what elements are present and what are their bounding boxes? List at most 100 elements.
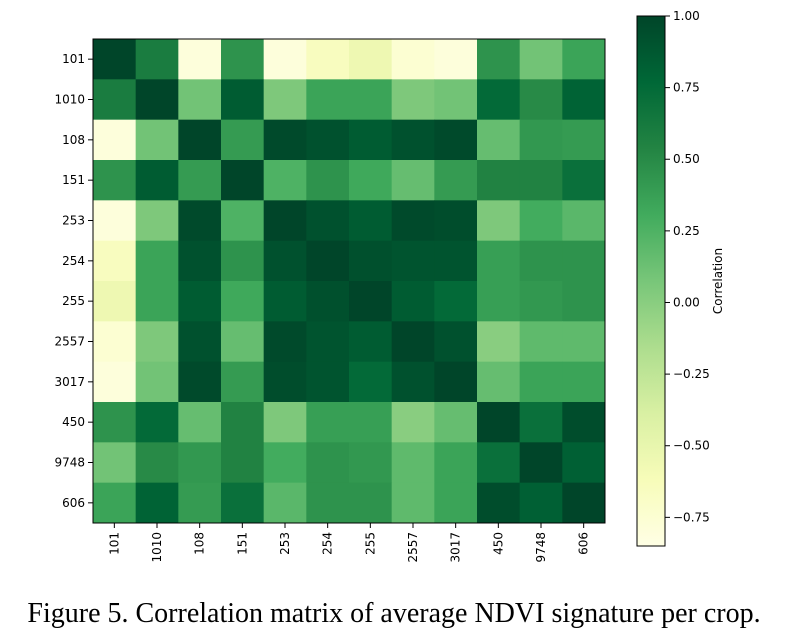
- heatmap-cell-1010-9748: [519, 79, 563, 121]
- heatmap-cell-450-255: [349, 402, 393, 443]
- heatmap-cell-254-1010: [135, 240, 179, 282]
- heatmap-cell-101-9748: [519, 39, 563, 80]
- x-tick-label: 254: [321, 532, 335, 555]
- heatmap-cell-151-2557: [391, 160, 435, 201]
- heatmap-cell-108-450: [477, 119, 521, 161]
- heatmap-cell-9748-151: [221, 442, 265, 484]
- heatmap-cell-253-253: [263, 200, 307, 242]
- heatmap-cell-255-2557: [391, 281, 435, 322]
- heatmap-cell-1010-101: [93, 79, 137, 121]
- heatmap-cell-151-253: [263, 160, 307, 201]
- y-axis-ticks: 101 1010 108 151 253 254 255 2557 3017 450 9748 606: [54, 52, 93, 510]
- heatmap-cell-9748-9748: [519, 442, 563, 484]
- heatmap-cell-1010-450: [477, 79, 521, 121]
- y-tick-label: 2557: [54, 335, 85, 349]
- heatmap-cell-108-254: [306, 119, 350, 161]
- heatmap-cell-9748-108: [178, 442, 222, 484]
- heatmap-cell-9748-1010: [135, 442, 179, 484]
- heatmap-cell-253-3017: [434, 200, 478, 242]
- y-tick-label: 3017: [54, 375, 85, 389]
- colorbar-tick-label: 0.75: [673, 81, 700, 95]
- heatmap-cell-9748-253: [263, 442, 307, 484]
- heatmap-cell-254-3017: [434, 240, 478, 282]
- heatmap-cell-3017-151: [221, 361, 265, 403]
- heatmap-cell-2557-255: [349, 321, 393, 363]
- heatmap-cell-2557-108: [178, 321, 222, 363]
- heatmap-cell-254-253: [263, 240, 307, 282]
- x-tick-label: 606: [577, 532, 591, 555]
- heatmap-cell-3017-3017: [434, 361, 478, 403]
- heatmap-cell-1010-255: [349, 79, 393, 121]
- heatmap-cell-606-101: [93, 482, 137, 524]
- heatmap-cell-255-606: [562, 281, 606, 322]
- correlation-heatmap-chart: 101 1010 108 151 253 254 255 2557 3017 450 9748 606…: [54, 9, 725, 563]
- heatmap-cell-9748-3017: [434, 442, 478, 484]
- y-tick-label: 606: [62, 496, 85, 510]
- heatmap-cell-254-254: [306, 240, 350, 282]
- heatmap-cell-450-9748: [519, 402, 563, 443]
- colorbar-tick-label: −0.75: [673, 510, 710, 524]
- colorbar-tick-label: 0.25: [673, 224, 700, 238]
- heatmap-cell-9748-101: [93, 442, 137, 484]
- heatmap-cell-606-255: [349, 482, 393, 524]
- heatmap-cell-450-606: [562, 402, 606, 443]
- heatmap-cell-3017-255: [349, 361, 393, 403]
- heatmap-cell-151-606: [562, 160, 606, 201]
- heatmap-cell-108-2557: [391, 119, 435, 161]
- heatmap-cell-254-151: [221, 240, 265, 282]
- x-tick-label: 1010: [150, 532, 164, 563]
- heatmap-cell-9748-2557: [391, 442, 435, 484]
- heatmap-cell-101-606: [562, 39, 606, 80]
- heatmap-cell-2557-606: [562, 321, 606, 363]
- heatmap-cell-450-1010: [135, 402, 179, 443]
- heatmap-cell-9748-254: [306, 442, 350, 484]
- y-tick-label: 255: [62, 294, 85, 308]
- heatmap-cell-1010-151: [221, 79, 265, 121]
- heatmap-cell-253-108: [178, 200, 222, 242]
- y-tick-label: 253: [62, 214, 85, 228]
- heatmap-cell-2557-1010: [135, 321, 179, 363]
- heatmap-cell-254-255: [349, 240, 393, 282]
- heatmap-cell-2557-9748: [519, 321, 563, 363]
- heatmap-cell-101-3017: [434, 39, 478, 80]
- heatmap-cell-2557-3017: [434, 321, 478, 363]
- heatmap-cell-101-108: [178, 39, 222, 80]
- y-tick-label: 9748: [54, 456, 85, 470]
- heatmap-cell-2557-2557: [391, 321, 435, 363]
- heatmap-cell-2557-101: [93, 321, 137, 363]
- heatmap-cell-3017-1010: [135, 361, 179, 403]
- heatmap-cell-253-450: [477, 200, 521, 242]
- y-tick-label: 1010: [54, 93, 85, 107]
- x-tick-label: 108: [193, 532, 207, 555]
- heatmap-cell-108-253: [263, 119, 307, 161]
- heatmap-cell-9748-255: [349, 442, 393, 484]
- heatmap-cell-255-151: [221, 281, 265, 322]
- heatmap-cell-101-101: [93, 39, 137, 80]
- heatmap-cell-2557-450: [477, 321, 521, 363]
- heatmap-cell-101-254: [306, 39, 350, 80]
- colorbar: [636, 15, 666, 547]
- heatmap-cell-1010-254: [306, 79, 350, 121]
- heatmap-cell-255-3017: [434, 281, 478, 322]
- heatmap-cell-606-254: [306, 482, 350, 524]
- heatmap-cell-101-2557: [391, 39, 435, 80]
- heatmap-cell-101-255: [349, 39, 393, 80]
- heatmap-cell-9748-606: [562, 442, 606, 484]
- heatmap-cell-606-606: [562, 482, 606, 524]
- x-axis-ticks: 101 1010 108 151 253 254 255 2557 3017 450 9748 606: [107, 523, 591, 563]
- heatmap-cell-606-450: [477, 482, 521, 524]
- heatmap-cell-254-108: [178, 240, 222, 282]
- heatmap-cell-606-9748: [519, 482, 563, 524]
- heatmap-cell-253-254: [306, 200, 350, 242]
- heatmap-cell-450-151: [221, 402, 265, 443]
- heatmap-cell-3017-254: [306, 361, 350, 403]
- x-tick-label: 9748: [534, 532, 548, 563]
- heatmap-cell-101-450: [477, 39, 521, 80]
- heatmap-cell-1010-253: [263, 79, 307, 121]
- heatmap-cell-253-606: [562, 200, 606, 242]
- colorbar-tick-label: 0.00: [673, 295, 700, 309]
- y-tick-label: 151: [62, 173, 85, 187]
- x-tick-label: 151: [235, 532, 249, 555]
- heatmap-cell-253-2557: [391, 200, 435, 242]
- heatmap-cell-108-151: [221, 119, 265, 161]
